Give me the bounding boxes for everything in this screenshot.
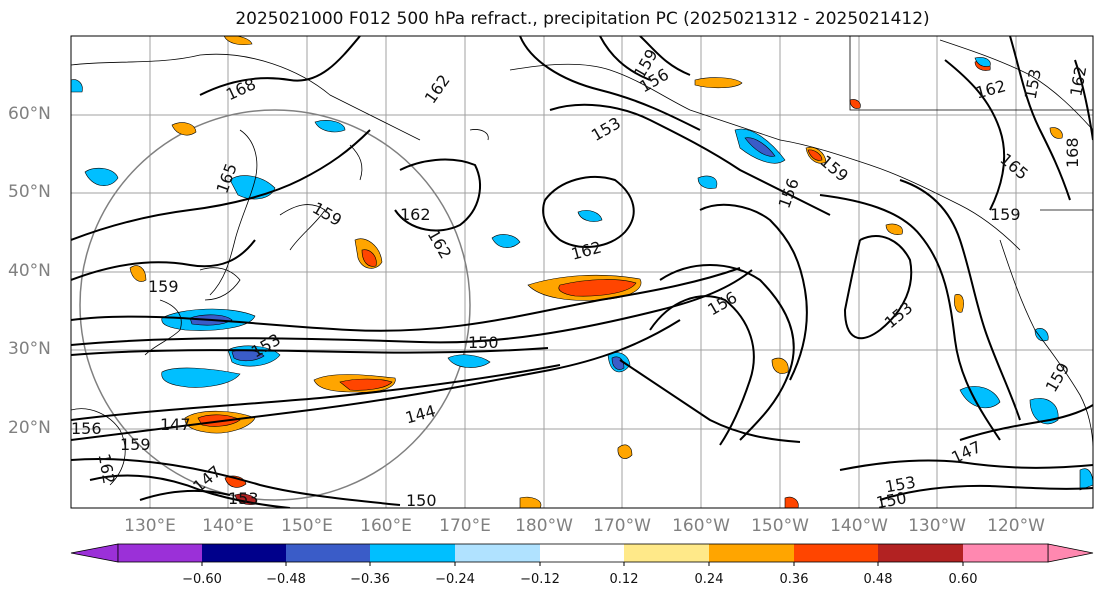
precipitation-shading xyxy=(71,36,1093,508)
lon-label-150w: 150°W xyxy=(751,516,809,536)
lon-label-130e: 130°E xyxy=(124,516,176,536)
colorbar-tick-label: 0.48 xyxy=(863,572,893,587)
lon-label-160w: 160°W xyxy=(672,516,730,536)
lon-label-150e: 150°E xyxy=(281,516,333,536)
contour-label: 150 xyxy=(875,488,908,512)
lon-label-140e: 140°E xyxy=(202,516,254,536)
range-circle xyxy=(79,109,471,501)
colorbar-tick-label: −0.48 xyxy=(266,572,306,587)
contour-label: 147 xyxy=(160,415,191,434)
lon-label-170w: 170°W xyxy=(593,516,651,536)
lon-label-160e: 160°E xyxy=(360,516,412,536)
colorbar-tick-label: 0.60 xyxy=(948,572,978,587)
lon-label-180w: 180°W xyxy=(515,516,573,536)
contour-label: 168 xyxy=(1063,137,1082,168)
plot-frame xyxy=(70,35,1094,509)
contour-label: 156 xyxy=(71,419,102,438)
contour-label: 153 xyxy=(228,489,259,508)
colorbar-tick-label: −0.12 xyxy=(520,572,560,587)
colorbar-tick-label: −0.60 xyxy=(182,572,222,587)
lon-label-140w: 140°W xyxy=(830,516,888,536)
lat-label-40n: 40°N xyxy=(8,261,51,281)
colorbar-tick-label: 0.24 xyxy=(694,572,724,587)
lon-label-130w: 130°W xyxy=(908,516,966,536)
map-title: 2025021000 F012 500 hPa refract., precip… xyxy=(235,9,930,29)
contour-label: 150 xyxy=(468,333,499,352)
colorbar-tick-label: −0.36 xyxy=(350,572,390,587)
colorbar-tick-label: 0.36 xyxy=(779,572,809,587)
colorbar-tick-label: 0.12 xyxy=(609,572,639,587)
contour-label: 159 xyxy=(148,277,179,296)
contour-label: 150 xyxy=(406,491,437,510)
lat-label-30n: 30°N xyxy=(8,339,51,359)
colorbar-tick-label: −0.24 xyxy=(435,572,475,587)
graticule xyxy=(71,36,1093,508)
lon-label-170e: 170°E xyxy=(439,516,491,536)
lat-label-60n: 60°N xyxy=(8,104,51,124)
refractivity-contours xyxy=(71,36,1093,508)
contour-label: 159 xyxy=(120,435,151,454)
lat-label-20n: 20°N xyxy=(8,418,51,438)
contour-label: 159 xyxy=(990,205,1021,224)
lon-label-120w: 120°W xyxy=(987,516,1045,536)
contour-label: 162 xyxy=(400,205,431,224)
lat-label-50n: 50°N xyxy=(8,182,51,202)
coastlines xyxy=(71,36,1093,486)
